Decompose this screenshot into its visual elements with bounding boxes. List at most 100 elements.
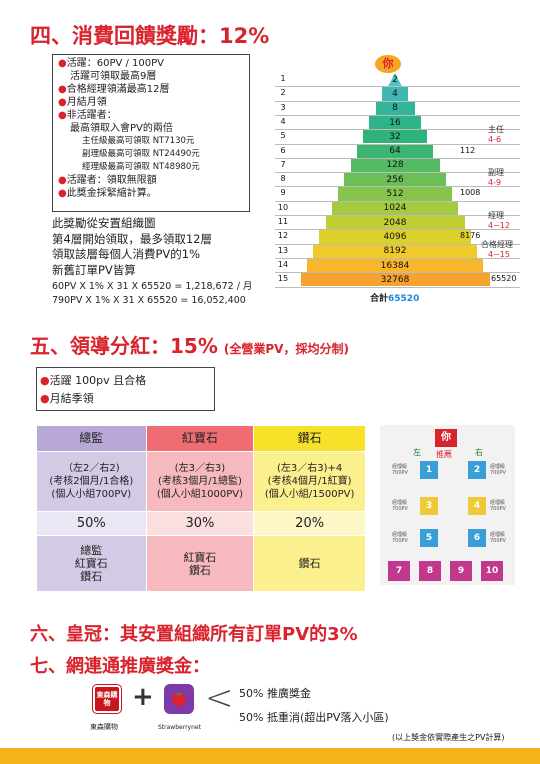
- pyramid-tier: 2: [388, 73, 402, 87]
- promo-line-1: 50% 推廣獎金: [239, 687, 311, 700]
- pv-tag: 700PV: [490, 538, 506, 544]
- table-row: （左2／右2) (考核2個月/1合格) (個人小組700PV) (左3／右3) (考核…: [36, 451, 366, 512]
- pyramid-tier: 64: [356, 144, 434, 158]
- level-number: 10: [277, 202, 289, 212]
- desc-line: 領取該層每個人消費PV的1%: [52, 247, 201, 261]
- footer-bar: [0, 748, 540, 764]
- level-number: 13: [277, 245, 289, 255]
- rule-item: ●此獎金採緊縮計算。: [58, 187, 248, 200]
- pv-tag: 700PV: [490, 506, 506, 512]
- eastern-shopping-caption: 東森購物: [90, 723, 118, 731]
- house-icon: 3: [420, 497, 438, 515]
- who-line: 紅寶石: [74, 557, 108, 570]
- who-line: 鑽石: [188, 563, 211, 577]
- rank-title: 合格經理: [481, 239, 513, 249]
- house-icon: 5: [420, 529, 438, 547]
- level-number: 8: [280, 174, 286, 184]
- table-header-row: 總監 紅寶石 鑽石: [36, 425, 366, 452]
- level-number: 4: [280, 116, 286, 126]
- house-icon: 1: [420, 461, 438, 479]
- section5-title-text: 五、領導分紅：15%: [30, 334, 218, 358]
- rank-tag: 經理級: [490, 500, 506, 506]
- pyramid-tier: 128: [350, 158, 440, 173]
- rule-item: ●非活躍者：: [58, 109, 248, 122]
- who-line: 鑽石: [298, 557, 321, 570]
- recommend-label: 推薦: [436, 450, 452, 459]
- pct-ruby: 30%: [145, 511, 255, 536]
- row-divider: [275, 143, 520, 145]
- who-line: 總監: [80, 544, 103, 557]
- pyramid-tier: 16384: [306, 258, 484, 273]
- row-divider: [275, 86, 520, 88]
- rule-text: 經理級最高可領取 NT48980元: [82, 162, 200, 172]
- rank-tag: 經理級: [392, 464, 408, 470]
- rule-item: 副理級最高可領取 NT24490元: [58, 148, 248, 161]
- level-number: 2: [280, 88, 286, 98]
- rank-title: 經理: [488, 211, 504, 220]
- bullet: ●: [58, 84, 67, 95]
- right-label: 右: [475, 448, 483, 457]
- section6-title: 六、皇冠：其安置組織所有訂單PV的3%: [30, 624, 358, 645]
- section4-rules-box: [52, 54, 250, 212]
- rank-range: 4-6: [488, 135, 502, 145]
- pct-director: 50%: [36, 511, 147, 536]
- req-line: （左2／右2): [62, 463, 120, 474]
- bullet: ●: [58, 188, 67, 199]
- rule-text: 此獎金採緊縮計算。: [66, 188, 157, 199]
- eastern-shopping-logo[interactable]: 東森購物: [93, 685, 121, 713]
- rule-text: 活躍者：領取無限額: [66, 175, 157, 186]
- rank-range: 4~15: [488, 249, 510, 259]
- row-divider: [275, 229, 520, 231]
- req-line: (左3／右3)+4: [276, 463, 343, 474]
- req-diamond: (左3／右3)+4 (考核4個月/1紅寶) (個人小組/1500PV): [253, 451, 366, 512]
- row-divider: [275, 200, 520, 202]
- section5-rules-box: [36, 367, 215, 411]
- req-line: (個人小組700PV): [51, 489, 132, 500]
- pv-tag: 700PV: [392, 470, 408, 476]
- bullet: ●: [58, 97, 67, 108]
- rank-tag: 經理級: [490, 464, 506, 470]
- rule-item: 經理級最高可領取 NT48980元: [58, 161, 248, 174]
- house-icon: 2: [468, 461, 486, 479]
- who-line: 鑽石: [80, 570, 103, 583]
- level-number: 11: [277, 217, 289, 226]
- rule-text: 非活躍者：: [66, 110, 117, 121]
- pyramid-tier: 512: [338, 187, 452, 201]
- level-number: 3: [280, 102, 286, 112]
- rank-title: 主任: [488, 125, 504, 135]
- rank-sum: 1008: [460, 188, 481, 198]
- pyramid-tier: 1024: [331, 201, 459, 215]
- total-text: 合計: [370, 293, 389, 304]
- rank-sum: 8176: [460, 231, 481, 241]
- rule-text: 月結季領: [49, 392, 94, 405]
- rule-text: 活躍可領取最高9層: [70, 71, 157, 82]
- strawberrynet-logo[interactable]: [164, 684, 194, 714]
- pyramid-tier: 32768: [300, 273, 490, 287]
- rule-text: 活躍 100pv 且合格: [49, 374, 147, 387]
- rule-item: ●月結月領: [58, 96, 248, 109]
- rank-sum: 65520: [491, 274, 517, 284]
- strawberry-icon: [172, 692, 186, 707]
- strawberrynet-caption: Strawberrynet: [158, 724, 201, 731]
- promo-line-2: 50% 抵重消(超出PV落入小區): [239, 711, 389, 724]
- pv-tag: 700PV: [490, 470, 506, 476]
- req-line: (個人小組/1500PV): [264, 489, 355, 500]
- req-line: (考核3個月/1總監): [157, 476, 242, 487]
- rank-tag: 經理級: [490, 532, 506, 538]
- row-divider: [275, 257, 520, 259]
- req-line: (考核2個月/1合格): [49, 476, 134, 487]
- total-label: 合計65520: [370, 291, 419, 304]
- row-divider: [275, 272, 520, 274]
- rule-text: 活躍：60PV / 100PV: [66, 58, 165, 69]
- footnote: (以上獎金依實際產生之PV計算): [392, 733, 505, 742]
- req-director: （左2／右2) (考核2個月/1合格) (個人小組700PV): [36, 451, 147, 512]
- section4-rules-list: ●活躍：60PV / 100PV 活躍可領取最高9層 ●合格經理領滿最高12層 ●月結…: [58, 57, 248, 200]
- pyramid-tier: 2048: [325, 216, 465, 230]
- rule-text: 月結月領: [66, 97, 107, 108]
- rule-text: 最高領取入會PV的兩倍: [70, 123, 173, 134]
- you-house-icon: 你: [435, 429, 457, 447]
- header-diamond: 鑽石: [253, 425, 366, 452]
- req-line: (左3／右3): [174, 463, 226, 474]
- who-diamond: 鑽石: [253, 535, 366, 592]
- level-number: 6: [280, 145, 286, 155]
